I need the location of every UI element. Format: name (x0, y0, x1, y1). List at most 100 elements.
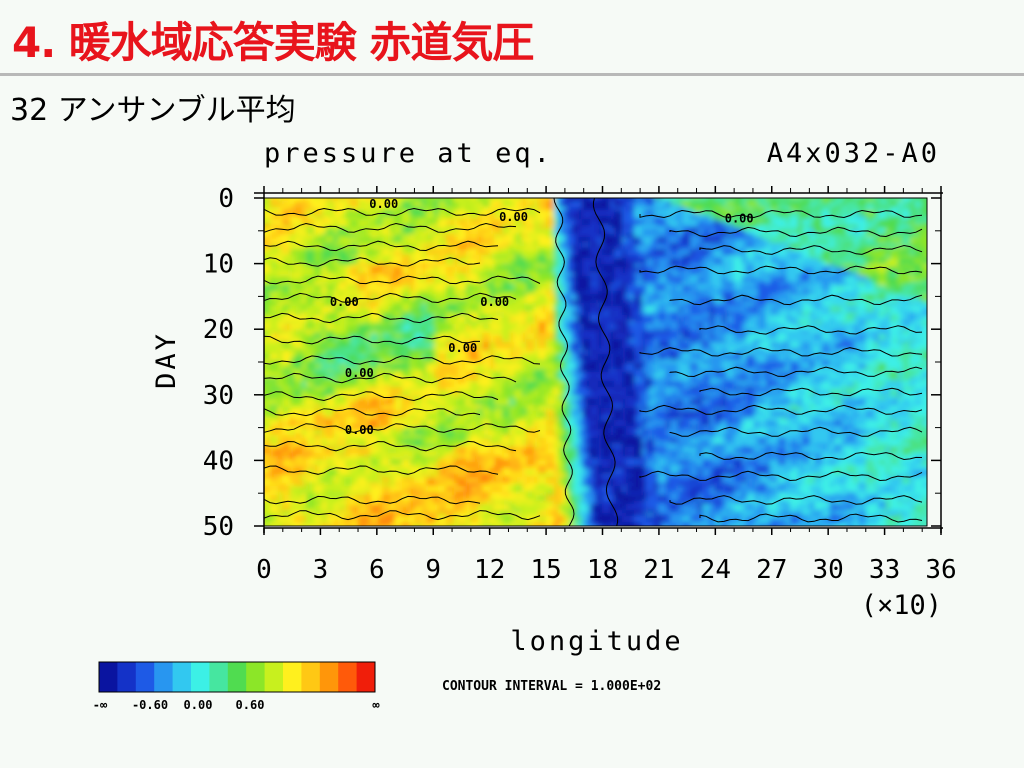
heatmap-cell (794, 228, 799, 232)
heatmap-cell (574, 213, 579, 217)
heatmap-cell (586, 213, 591, 217)
heatmap-cell (686, 231, 691, 235)
heatmap-cell (874, 216, 879, 220)
heatmap-cell (606, 234, 611, 238)
heatmap-cell (626, 204, 631, 208)
heatmap-cell (606, 240, 611, 244)
heatmap-cell (834, 219, 839, 223)
heatmap-cell (714, 240, 719, 244)
heatmap-cell (850, 228, 855, 232)
heatmap-cell (506, 234, 511, 238)
heatmap-cell (462, 243, 467, 247)
heatmap-cell (438, 231, 443, 235)
heatmap-cell (718, 243, 723, 247)
heatmap-cell (578, 201, 583, 205)
heatmap-cell (662, 243, 667, 247)
heatmap-cell (522, 219, 527, 223)
heatmap-cell (610, 210, 615, 214)
heatmap-cell (622, 225, 627, 229)
heatmap-cell (914, 213, 919, 217)
heatmap-cell (574, 198, 579, 202)
heatmap-cell (910, 213, 915, 217)
heatmap-cell (370, 216, 375, 220)
heatmap-cell (402, 231, 407, 235)
heatmap-cell (578, 207, 583, 211)
heatmap-cell (674, 213, 679, 217)
heatmap-cell (710, 237, 715, 241)
heatmap-cell (778, 198, 783, 202)
heatmap-cell (378, 243, 383, 247)
heatmap-cell (306, 243, 311, 247)
heatmap-cell (306, 240, 311, 244)
heatmap-cell (726, 234, 731, 238)
heatmap-cell (426, 240, 431, 244)
heatmap-cell (402, 216, 407, 220)
heatmap-cell (646, 234, 651, 238)
heatmap-cell (658, 219, 663, 223)
heatmap-cell (358, 198, 363, 202)
heatmap-cell (586, 243, 591, 247)
heatmap-cell (386, 216, 391, 220)
heatmap-cell (530, 204, 535, 208)
heatmap-cell (422, 231, 427, 235)
heatmap-cell (810, 219, 815, 223)
heatmap-cell (398, 228, 403, 232)
heatmap-cell (654, 228, 659, 232)
heatmap-cell (370, 207, 375, 211)
heatmap-cell (306, 204, 311, 208)
heatmap-cell (458, 228, 463, 232)
heatmap-cell (682, 204, 687, 208)
heatmap-cell (754, 207, 759, 211)
heatmap-cell (454, 207, 459, 211)
heatmap-cell (710, 225, 715, 229)
heatmap-cell (602, 225, 607, 229)
heatmap-cell (598, 228, 603, 232)
heatmap-cell (718, 237, 723, 241)
heatmap-cell (264, 216, 267, 220)
heatmap-cell (754, 201, 759, 205)
heatmap-cell (586, 198, 591, 202)
heatmap-cell (826, 243, 831, 247)
heatmap-cell (482, 240, 487, 244)
heatmap-cell (646, 204, 651, 208)
heatmap-cell (638, 210, 643, 214)
heatmap-cell (374, 210, 379, 214)
heatmap-cell (910, 216, 915, 220)
heatmap-cell (790, 201, 795, 205)
heatmap-cell (402, 201, 407, 205)
heatmap-cell (386, 210, 391, 214)
heatmap-cell (558, 228, 563, 232)
heatmap-cell (782, 228, 787, 232)
heatmap-cell (638, 228, 643, 232)
heatmap-cell (330, 234, 335, 238)
heatmap-cell (470, 210, 475, 214)
heatmap-cell (786, 225, 791, 229)
heatmap-cell (438, 204, 443, 208)
heatmap-cell (562, 198, 567, 202)
heatmap-cell (766, 237, 771, 241)
heatmap-cell (822, 204, 827, 208)
heatmap-cell (338, 237, 343, 241)
heatmap-cell (514, 210, 519, 214)
heatmap-cell (526, 198, 531, 202)
heatmap-cell (710, 210, 715, 214)
heatmap-cell (890, 207, 895, 211)
heatmap-cell (922, 225, 927, 229)
heatmap-cell (334, 237, 339, 241)
heatmap-cell (842, 234, 847, 238)
heatmap-cell (550, 198, 555, 202)
heatmap-cell (626, 243, 631, 247)
heatmap-cell (706, 216, 711, 220)
heatmap-cell (310, 237, 315, 241)
heatmap-cell (290, 228, 295, 232)
heatmap-cell (294, 222, 299, 226)
heatmap-cell (442, 225, 447, 229)
heatmap-cell (650, 234, 655, 238)
heatmap-cell (302, 225, 307, 229)
heatmap-cell (930, 264, 935, 268)
heatmap-cell (258, 255, 263, 259)
heatmap-cell (774, 225, 779, 229)
heatmap-cell (606, 243, 611, 247)
heatmap-cell (266, 213, 271, 217)
heatmap-cell (910, 219, 915, 223)
